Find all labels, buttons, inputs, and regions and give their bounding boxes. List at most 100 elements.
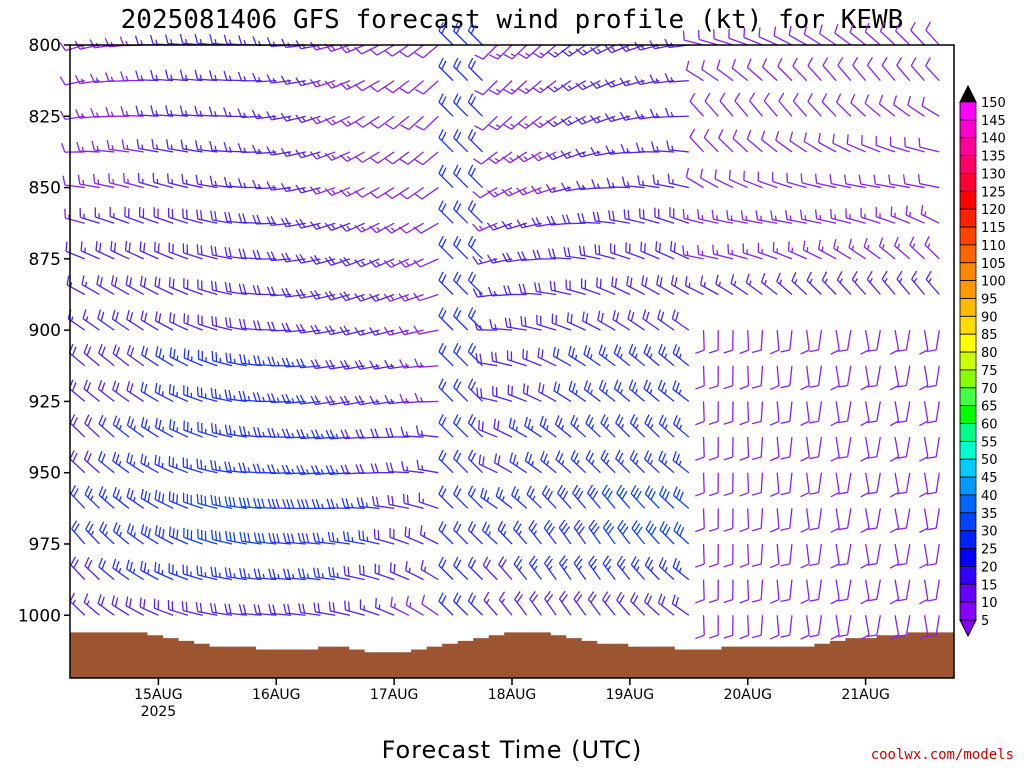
wind-barb-feather [708,527,719,532]
wind-barb-halffeather [596,117,601,122]
wind-barb-feather [561,594,568,603]
wind-barb-staff [480,496,498,509]
wind-barb-feather [621,176,626,186]
wind-barb [606,177,630,189]
wind-barb-feather [267,356,272,366]
wind-barb-halffeather [619,353,623,359]
wind-barb-staff [907,104,925,117]
wind-barb [252,320,277,331]
wind-barb-feather [310,41,317,51]
wind-barb-feather [309,151,318,160]
wind-barb [295,77,321,87]
wind-barb [864,22,881,46]
wind-barb [210,460,233,474]
wind-barb-feather [739,456,749,462]
wind-barb [453,521,469,545]
wind-barb-staff [98,459,115,474]
wind-barb-halffeather [495,88,501,93]
wind-barb [566,312,586,331]
wind-barb-feather [389,462,394,473]
wind-barb-feather [354,259,362,268]
wind-barb [414,151,439,166]
wind-barb [110,275,130,296]
y-tick-label: 975 [29,535,61,555]
wind-barb-staff [846,472,852,493]
wind-barb-feather [606,177,611,188]
wind-barb-halffeather [596,150,600,156]
wind-barb-halffeather [611,81,616,87]
wind-barb-feather [470,381,477,391]
wind-barb-staff [83,352,100,367]
wind-barb-feather [746,129,752,140]
wind-barb-halffeather [546,460,550,466]
wind-barb [339,44,365,54]
wind-barb-feather [563,526,571,535]
wind-barb-feather [233,532,236,542]
wind-barb-halffeather [331,82,336,88]
wind-barb-halffeather [597,48,602,53]
wind-barb [751,330,764,354]
wind-barb-feather [573,555,581,564]
wind-barb-staff [789,365,793,386]
colorbar-bottom-arrow [959,619,977,638]
wind-barb-halffeather [678,353,682,359]
wind-barb [907,95,925,117]
wind-barb-feather [592,526,600,535]
wind-barb-feather [187,314,189,325]
wind-barb-feather [926,420,937,424]
wind-barb [890,206,911,224]
wind-barb-staff [125,284,144,296]
wind-barb [398,258,424,268]
wind-barb [296,429,321,440]
wind-barb-feather [546,523,553,532]
wind-barb [487,186,513,198]
wind-barb-feather [81,275,85,285]
wind-barb-feather [214,388,218,399]
wind-barb [112,451,130,474]
wind-barb-feather [172,420,176,431]
wind-barb-feather [669,240,673,251]
wind-barb-feather [907,95,911,106]
wind-barb-feather [631,346,637,356]
wind-barb-feather [769,598,780,604]
wind-barb [689,92,705,117]
wind-barb [183,313,203,331]
wind-barb [370,463,395,474]
wind-barb-feather [281,428,287,439]
wind-barb-feather [310,186,317,195]
wind-barb [623,209,645,224]
wind-barb [359,599,380,616]
wind-barb [651,141,675,153]
wind-barb-feather [726,210,729,220]
wind-barb-halffeather [605,389,608,395]
wind-barb [99,521,115,545]
wind-barb [210,280,233,296]
wind-barb-halffeather [147,569,150,575]
wind-barb [402,493,424,509]
wind-barb-feather [925,270,932,280]
wind-barb [838,579,852,602]
wind-barb-staff [763,100,778,117]
wind-barb [578,245,601,260]
wind-barb [252,249,277,260]
wind-barb-staff [789,401,793,422]
wind-barb-halffeather [306,469,310,474]
wind-barb [183,348,203,367]
y-tick-label: 875 [29,250,61,270]
wind-barb-feather [257,355,261,366]
wind-barb-halffeather [118,460,122,466]
wind-barb-feather [751,492,762,496]
wind-barb [919,330,929,355]
wind-barb-feather [546,85,555,93]
wind-barb-feather [98,557,103,568]
wind-barb-feather [215,316,218,327]
wind-barb [83,593,100,616]
wind-barb-feather [270,393,276,403]
wind-barb-feather [98,414,104,425]
wind-barb [867,508,881,531]
wind-barb-feather [648,523,654,533]
wind-barb-feather [658,485,665,495]
wind-barb-feather [210,387,214,398]
wind-barb-feather [86,346,92,356]
wind-barb-halffeather [590,389,593,395]
